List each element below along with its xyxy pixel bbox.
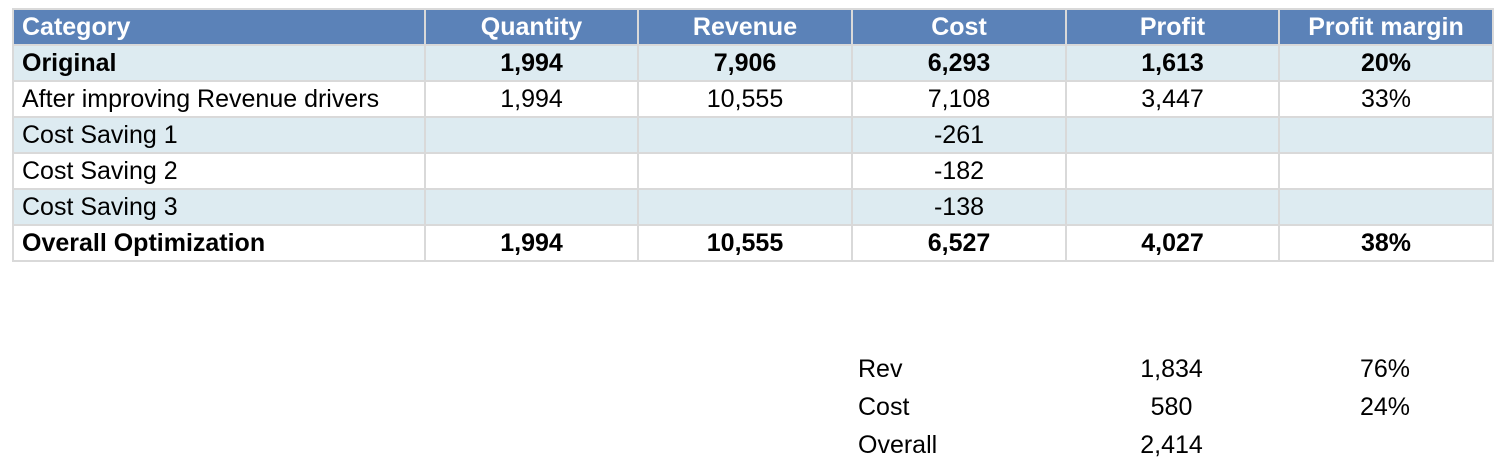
cell-profit[interactable]: 1,613 xyxy=(1065,44,1280,82)
summary-share[interactable] xyxy=(1278,426,1492,461)
cell-category[interactable]: Cost Saving 1 xyxy=(12,116,426,154)
profit-table: Category Quantity Revenue Cost Profit Pr… xyxy=(12,8,1494,262)
cell-cost[interactable]: -261 xyxy=(851,116,1067,154)
summary-row-rev: Rev 1,834 76% xyxy=(850,350,1492,388)
header-quantity[interactable]: Quantity xyxy=(424,8,639,46)
header-revenue[interactable]: Revenue xyxy=(637,8,853,46)
cell-profit-margin[interactable]: 20% xyxy=(1278,44,1494,82)
header-profit-margin[interactable]: Profit margin xyxy=(1278,8,1494,46)
cell-category[interactable]: Cost Saving 3 xyxy=(12,188,426,226)
table-row-cost-saving-2: Cost Saving 2 -182 xyxy=(12,152,1494,190)
cell-profit[interactable] xyxy=(1065,116,1280,154)
cell-profit-margin[interactable] xyxy=(1278,152,1494,190)
cell-revenue[interactable]: 10,555 xyxy=(637,80,853,118)
summary-label[interactable]: Cost xyxy=(858,392,910,421)
table-row-cost-saving-1: Cost Saving 1 -261 xyxy=(12,116,1494,154)
summary-row-overall: Overall 2,414 xyxy=(850,426,1492,461)
cell-cost[interactable]: -138 xyxy=(851,188,1067,226)
cell-profit-margin[interactable] xyxy=(1278,116,1494,154)
summary-row-cost: Cost 580 24% xyxy=(850,388,1492,426)
summary-label[interactable]: Overall xyxy=(858,430,938,459)
cell-revenue[interactable] xyxy=(637,116,853,154)
cell-profit-margin[interactable]: 33% xyxy=(1278,80,1494,118)
cell-profit-margin[interactable]: 38% xyxy=(1278,224,1494,262)
cell-quantity[interactable] xyxy=(424,188,639,226)
table-row-overall-optimization: Overall Optimization 1,994 10,555 6,527 … xyxy=(12,224,1494,262)
summary-label[interactable]: Rev xyxy=(858,354,903,383)
cell-profit[interactable] xyxy=(1065,152,1280,190)
cell-quantity[interactable] xyxy=(424,116,639,154)
cell-profit-margin[interactable] xyxy=(1278,188,1494,226)
cell-cost[interactable]: 7,108 xyxy=(851,80,1067,118)
header-profit[interactable]: Profit xyxy=(1065,8,1280,46)
cell-profit[interactable] xyxy=(1065,188,1280,226)
cell-profit[interactable]: 4,027 xyxy=(1065,224,1280,262)
table-row-after-revenue-drivers: After improving Revenue drivers 1,994 10… xyxy=(12,80,1494,118)
summary-share[interactable]: 24% xyxy=(1359,392,1411,421)
summary-value[interactable]: 580 xyxy=(1150,392,1193,421)
cell-profit[interactable]: 3,447 xyxy=(1065,80,1280,118)
cell-category[interactable]: Cost Saving 2 xyxy=(12,152,426,190)
header-category[interactable]: Category xyxy=(12,8,426,46)
cell-quantity[interactable]: 1,994 xyxy=(424,224,639,262)
cell-category[interactable]: After improving Revenue drivers xyxy=(12,80,426,118)
cell-revenue[interactable] xyxy=(637,188,853,226)
cell-revenue[interactable]: 10,555 xyxy=(637,224,853,262)
summary-value[interactable]: 2,414 xyxy=(1140,430,1203,459)
summary-table: Rev 1,834 76% Cost 580 24% Overall 2,414 xyxy=(850,350,1492,461)
summary-value[interactable]: 1,834 xyxy=(1140,354,1203,383)
header-cost[interactable]: Cost xyxy=(851,8,1067,46)
cell-quantity[interactable]: 1,994 xyxy=(424,80,639,118)
table-row-cost-saving-3: Cost Saving 3 -138 xyxy=(12,188,1494,226)
header-row: Category Quantity Revenue Cost Profit Pr… xyxy=(12,8,1494,46)
cell-cost[interactable]: 6,527 xyxy=(851,224,1067,262)
cell-quantity[interactable] xyxy=(424,152,639,190)
cell-category[interactable]: Original xyxy=(12,44,426,82)
cell-cost[interactable]: 6,293 xyxy=(851,44,1067,82)
table-row-original: Original 1,994 7,906 6,293 1,613 20% xyxy=(12,44,1494,82)
cell-revenue[interactable]: 7,906 xyxy=(637,44,853,82)
cell-category[interactable]: Overall Optimization xyxy=(12,224,426,262)
cell-revenue[interactable] xyxy=(637,152,853,190)
cell-cost[interactable]: -182 xyxy=(851,152,1067,190)
summary-share[interactable]: 76% xyxy=(1359,354,1411,383)
cell-quantity[interactable]: 1,994 xyxy=(424,44,639,82)
